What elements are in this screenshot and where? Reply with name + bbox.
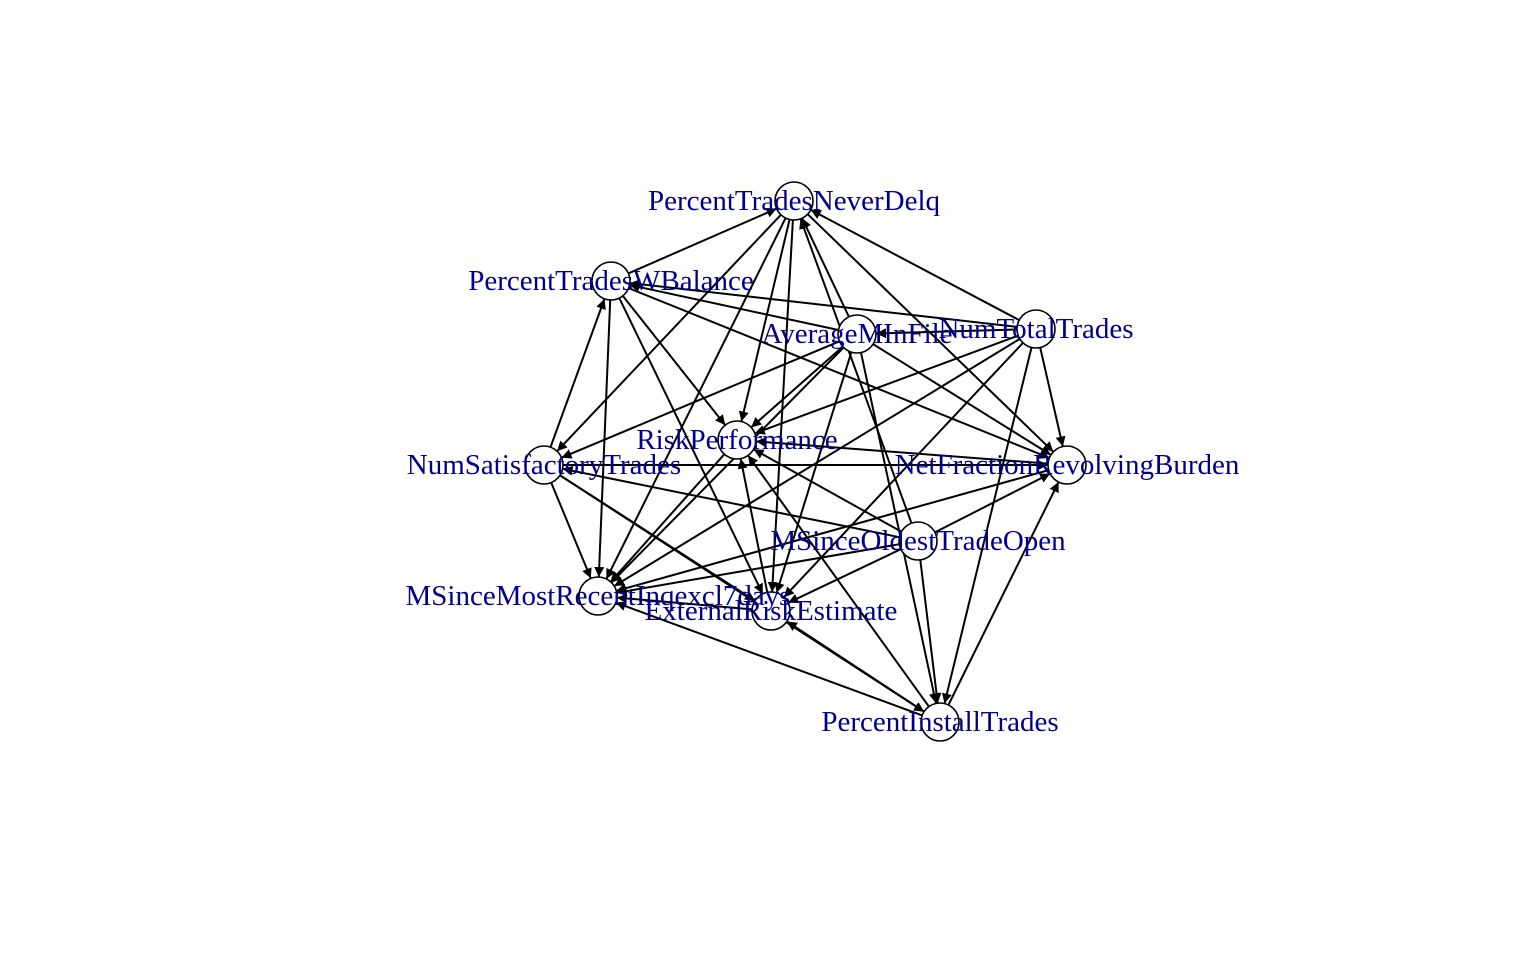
- edge-AverageMInFile-to-ExternalRiskEstimate: [774, 351, 853, 594]
- edge-PercentTradesNeverDelq-to-NumSatisfactoryTrades: [556, 214, 782, 452]
- edge-AverageMInFile-to-PercentInstallTrades: [860, 352, 939, 704]
- node-PercentTradesNeverDelq: [774, 181, 814, 221]
- edge-NumSatisfactoryTrades-to-MSinceMostRecentInqexcl7days: [550, 482, 592, 579]
- labels-layer: PercentTradesNeverDelq PercentTradesWBala…: [406, 185, 1240, 738]
- edge-PercentTradesWBalance-to-PercentTradesNeverDelq: [627, 207, 778, 275]
- edge-PercentTradesNeverDelq-to-NetFractionRevolvingBurden: [807, 213, 1054, 453]
- edge-AverageMInFile-to-PercentTradesWBalance: [629, 282, 839, 331]
- node-PercentTradesWBalance: [591, 261, 631, 301]
- edge-MSinceOldestTradeOpen-to-PercentInstallTrades: [919, 559, 942, 704]
- edge-AverageMInFile-to-NetFractionRevolvingBurden: [872, 343, 1052, 456]
- edge-NetFractionRevolvingBurden-to-RiskPerformance: [755, 437, 1049, 465]
- node-label-ExternalRiskEstimate: ExternalRiskEstimate: [645, 595, 898, 627]
- edge-PercentInstallTrades-to-ExternalRiskEstimate: [786, 620, 925, 713]
- edge-AverageMInFile-to-PercentTradesNeverDelq: [801, 217, 850, 318]
- node-label-PercentInstallTrades: PercentInstallTrades: [821, 706, 1058, 738]
- edge-PercentInstallTrades-to-RiskPerformance: [747, 454, 930, 708]
- node-NumSatisfactoryTrades: [524, 445, 564, 485]
- edge-AverageMInFile-to-NumSatisfactoryTrades: [561, 340, 840, 459]
- node-NetFractionRevolvingBurden: [1047, 445, 1087, 485]
- edge-PercentTradesWBalance-to-MSinceMostRecentInqexcl7days: [594, 299, 612, 578]
- edge-NumTotalTrades-to-PercentTradesNeverDelq: [810, 209, 1020, 321]
- edge-NumTotalTrades-to-ExternalRiskEstimate: [783, 342, 1024, 598]
- node-label-AverageMInFile: AverageMInFile: [761, 318, 952, 350]
- node-NumTotalTrades: [1016, 309, 1056, 349]
- edges-layer: [549, 207, 1066, 717]
- node-label-PercentTradesWBalance: PercentTradesWBalance: [468, 265, 754, 297]
- node-label-NumSatisfactoryTrades: NumSatisfactoryTrades: [407, 449, 681, 481]
- edge-MSinceOldestTradeOpen-to-MSinceMostRecentInqexcl7days: [616, 543, 900, 597]
- node-label-NumTotalTrades: NumTotalTrades: [938, 313, 1133, 345]
- node-ExternalRiskEstimate: [751, 591, 791, 631]
- node-MSinceMostRecentInqexcl7days: [578, 576, 618, 616]
- edge-NumTotalTrades-to-RiskPerformance: [754, 334, 1019, 435]
- edge-NumSatisfactoryTrades-to-PercentTradesWBalance: [549, 298, 606, 448]
- edge-PercentTradesNeverDelq-to-ExternalRiskEstimate: [767, 219, 794, 593]
- edge-ExternalRiskEstimate-to-RiskPerformance: [737, 458, 769, 593]
- node-label-MSinceOldestTradeOpen: MSinceOldestTradeOpen: [770, 525, 1066, 557]
- node-MSinceOldestTradeOpen: [898, 521, 938, 561]
- node-label-PercentTradesNeverDelq: PercentTradesNeverDelq: [648, 185, 940, 217]
- edge-NumTotalTrades-to-PercentTradesWBalance: [629, 279, 1018, 328]
- edge-PercentTradesNeverDelq-to-MSinceMostRecentInqexcl7days: [605, 217, 787, 580]
- edge-PercentTradesWBalance-to-RiskPerformance: [622, 295, 726, 426]
- edge-ExternalRiskEstimate-to-MSinceMostRecentInqexcl7days: [616, 593, 753, 611]
- edge-RiskPerformance-to-MSinceMostRecentInqexcl7days: [609, 453, 726, 583]
- edge-MSinceOldestTradeOpen-to-PercentTradesNeverDelq: [799, 218, 913, 524]
- edge-PercentTradesWBalance-to-ExternalRiskEstimate: [618, 297, 764, 595]
- edge-MSinceOldestTradeOpen-to-RiskPerformance: [753, 448, 902, 533]
- node-PercentInstallTrades: [920, 702, 960, 742]
- node-label-RiskPerformance: RiskPerformance: [636, 424, 837, 456]
- edge-MSinceOldestTradeOpen-to-NetFractionRevolvingBurden: [934, 472, 1051, 534]
- edge-PercentInstallTrades-to-MSinceMostRecentInqexcl7days: [615, 601, 923, 717]
- edge-NumTotalTrades-to-PercentInstallTrades: [942, 347, 1033, 704]
- nodes-layer: [524, 181, 1087, 742]
- edge-NumTotalTrades-to-AverageMInFile: [875, 328, 1018, 339]
- edge-AverageMInFile-to-RiskPerformance: [750, 345, 844, 429]
- edge-NumTotalTrades-to-NetFractionRevolvingBurden: [1039, 347, 1066, 447]
- node-label-MSinceMostRecentInqexcl7days: MSinceMostRecentInqexcl7days: [406, 580, 791, 612]
- edge-MSinceOldestTradeOpen-to-NumSatisfactoryTrades: [562, 465, 900, 539]
- node-AverageMInFile: [837, 314, 877, 354]
- edge-MSinceOldestTradeOpen-to-ExternalRiskEstimate: [787, 548, 902, 604]
- edge-NetFractionRevolvingBurden-to-MSinceMostRecentInqexcl7days: [616, 469, 1049, 594]
- edge-PercentInstallTrades-to-NetFractionRevolvingBurden: [947, 481, 1060, 706]
- node-RiskPerformance: [717, 420, 757, 460]
- edge-PercentTradesNeverDelq-to-RiskPerformance: [738, 219, 791, 422]
- edge-PercentTradesWBalance-to-NetFractionRevolvingBurden: [628, 287, 1050, 459]
- edge-NumTotalTrades-to-MSinceMostRecentInqexcl7days: [613, 338, 1021, 587]
- node-label-NetFractionRevolvingBurden: NetFractionRevolvingBurden: [895, 449, 1240, 481]
